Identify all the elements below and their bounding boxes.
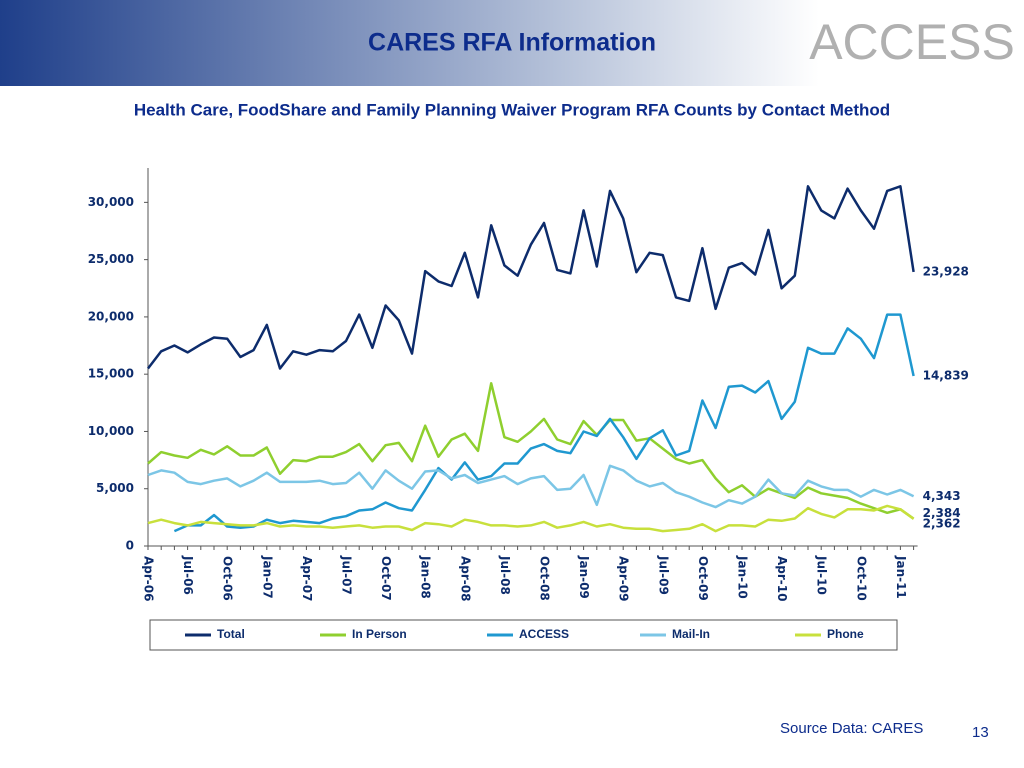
x-tick-label: Jan-10 xyxy=(736,555,750,599)
y-tick-label: 5,000 xyxy=(96,481,134,495)
series-line xyxy=(173,313,915,533)
legend-label: Mail-In xyxy=(672,627,710,641)
series-line xyxy=(147,185,915,370)
y-tick-label: 0 xyxy=(126,539,134,553)
x-tick-label: Jan-07 xyxy=(260,555,274,599)
y-tick-label: 25,000 xyxy=(88,252,134,266)
source-note: Source Data: CARES xyxy=(780,720,923,737)
slide-title: CARES RFA Information xyxy=(368,29,656,57)
data-label: 2,362 xyxy=(923,516,961,530)
series-line xyxy=(147,382,915,520)
legend-box xyxy=(149,619,898,651)
x-tick-label: Jan-08 xyxy=(419,555,433,599)
x-tick-label: Oct-06 xyxy=(221,556,235,601)
x-tick-label: Apr-09 xyxy=(617,556,631,601)
header-band xyxy=(0,0,1024,86)
x-tick-label: Oct-09 xyxy=(696,556,710,601)
y-tick-label: 10,000 xyxy=(88,424,134,438)
x-tick-label: Jan-09 xyxy=(577,555,591,599)
data-label: 4,343 xyxy=(923,489,961,503)
logo: ACCESS xyxy=(809,14,1015,70)
series-line xyxy=(147,464,915,509)
x-tick-label: Jul-07 xyxy=(340,555,354,595)
series-line xyxy=(147,504,915,533)
data-label: 14,839 xyxy=(923,369,969,383)
legend-label: ACCESS xyxy=(519,627,569,641)
legend-label: In Person xyxy=(352,627,407,641)
x-tick-label: Jan-11 xyxy=(894,555,908,599)
y-tick-label: 15,000 xyxy=(88,367,134,381)
x-tick-label: Apr-07 xyxy=(300,556,314,601)
chart-title: Health Care, FoodShare and Family Planni… xyxy=(134,100,890,119)
x-tick-label: Jul-06 xyxy=(181,555,195,595)
x-tick-label: Jul-10 xyxy=(815,555,829,595)
x-tick-label: Apr-10 xyxy=(775,556,789,601)
x-tick-label: Jul-09 xyxy=(656,555,670,595)
data-label: 23,928 xyxy=(923,264,969,278)
page-number: 13 xyxy=(972,724,989,741)
x-tick-label: Apr-06 xyxy=(142,556,156,601)
x-tick-label: Oct-07 xyxy=(379,556,393,601)
x-tick-label: Oct-10 xyxy=(854,556,868,601)
y-tick-label: 30,000 xyxy=(88,195,134,209)
x-tick-label: Apr-08 xyxy=(458,556,472,601)
x-tick-label: Jul-08 xyxy=(498,555,512,595)
legend-label: Phone xyxy=(827,627,864,641)
y-tick-label: 20,000 xyxy=(88,309,134,323)
legend-label: Total xyxy=(217,627,245,641)
data-label: 2,384 xyxy=(923,506,961,520)
x-tick-label: Oct-08 xyxy=(538,556,552,601)
